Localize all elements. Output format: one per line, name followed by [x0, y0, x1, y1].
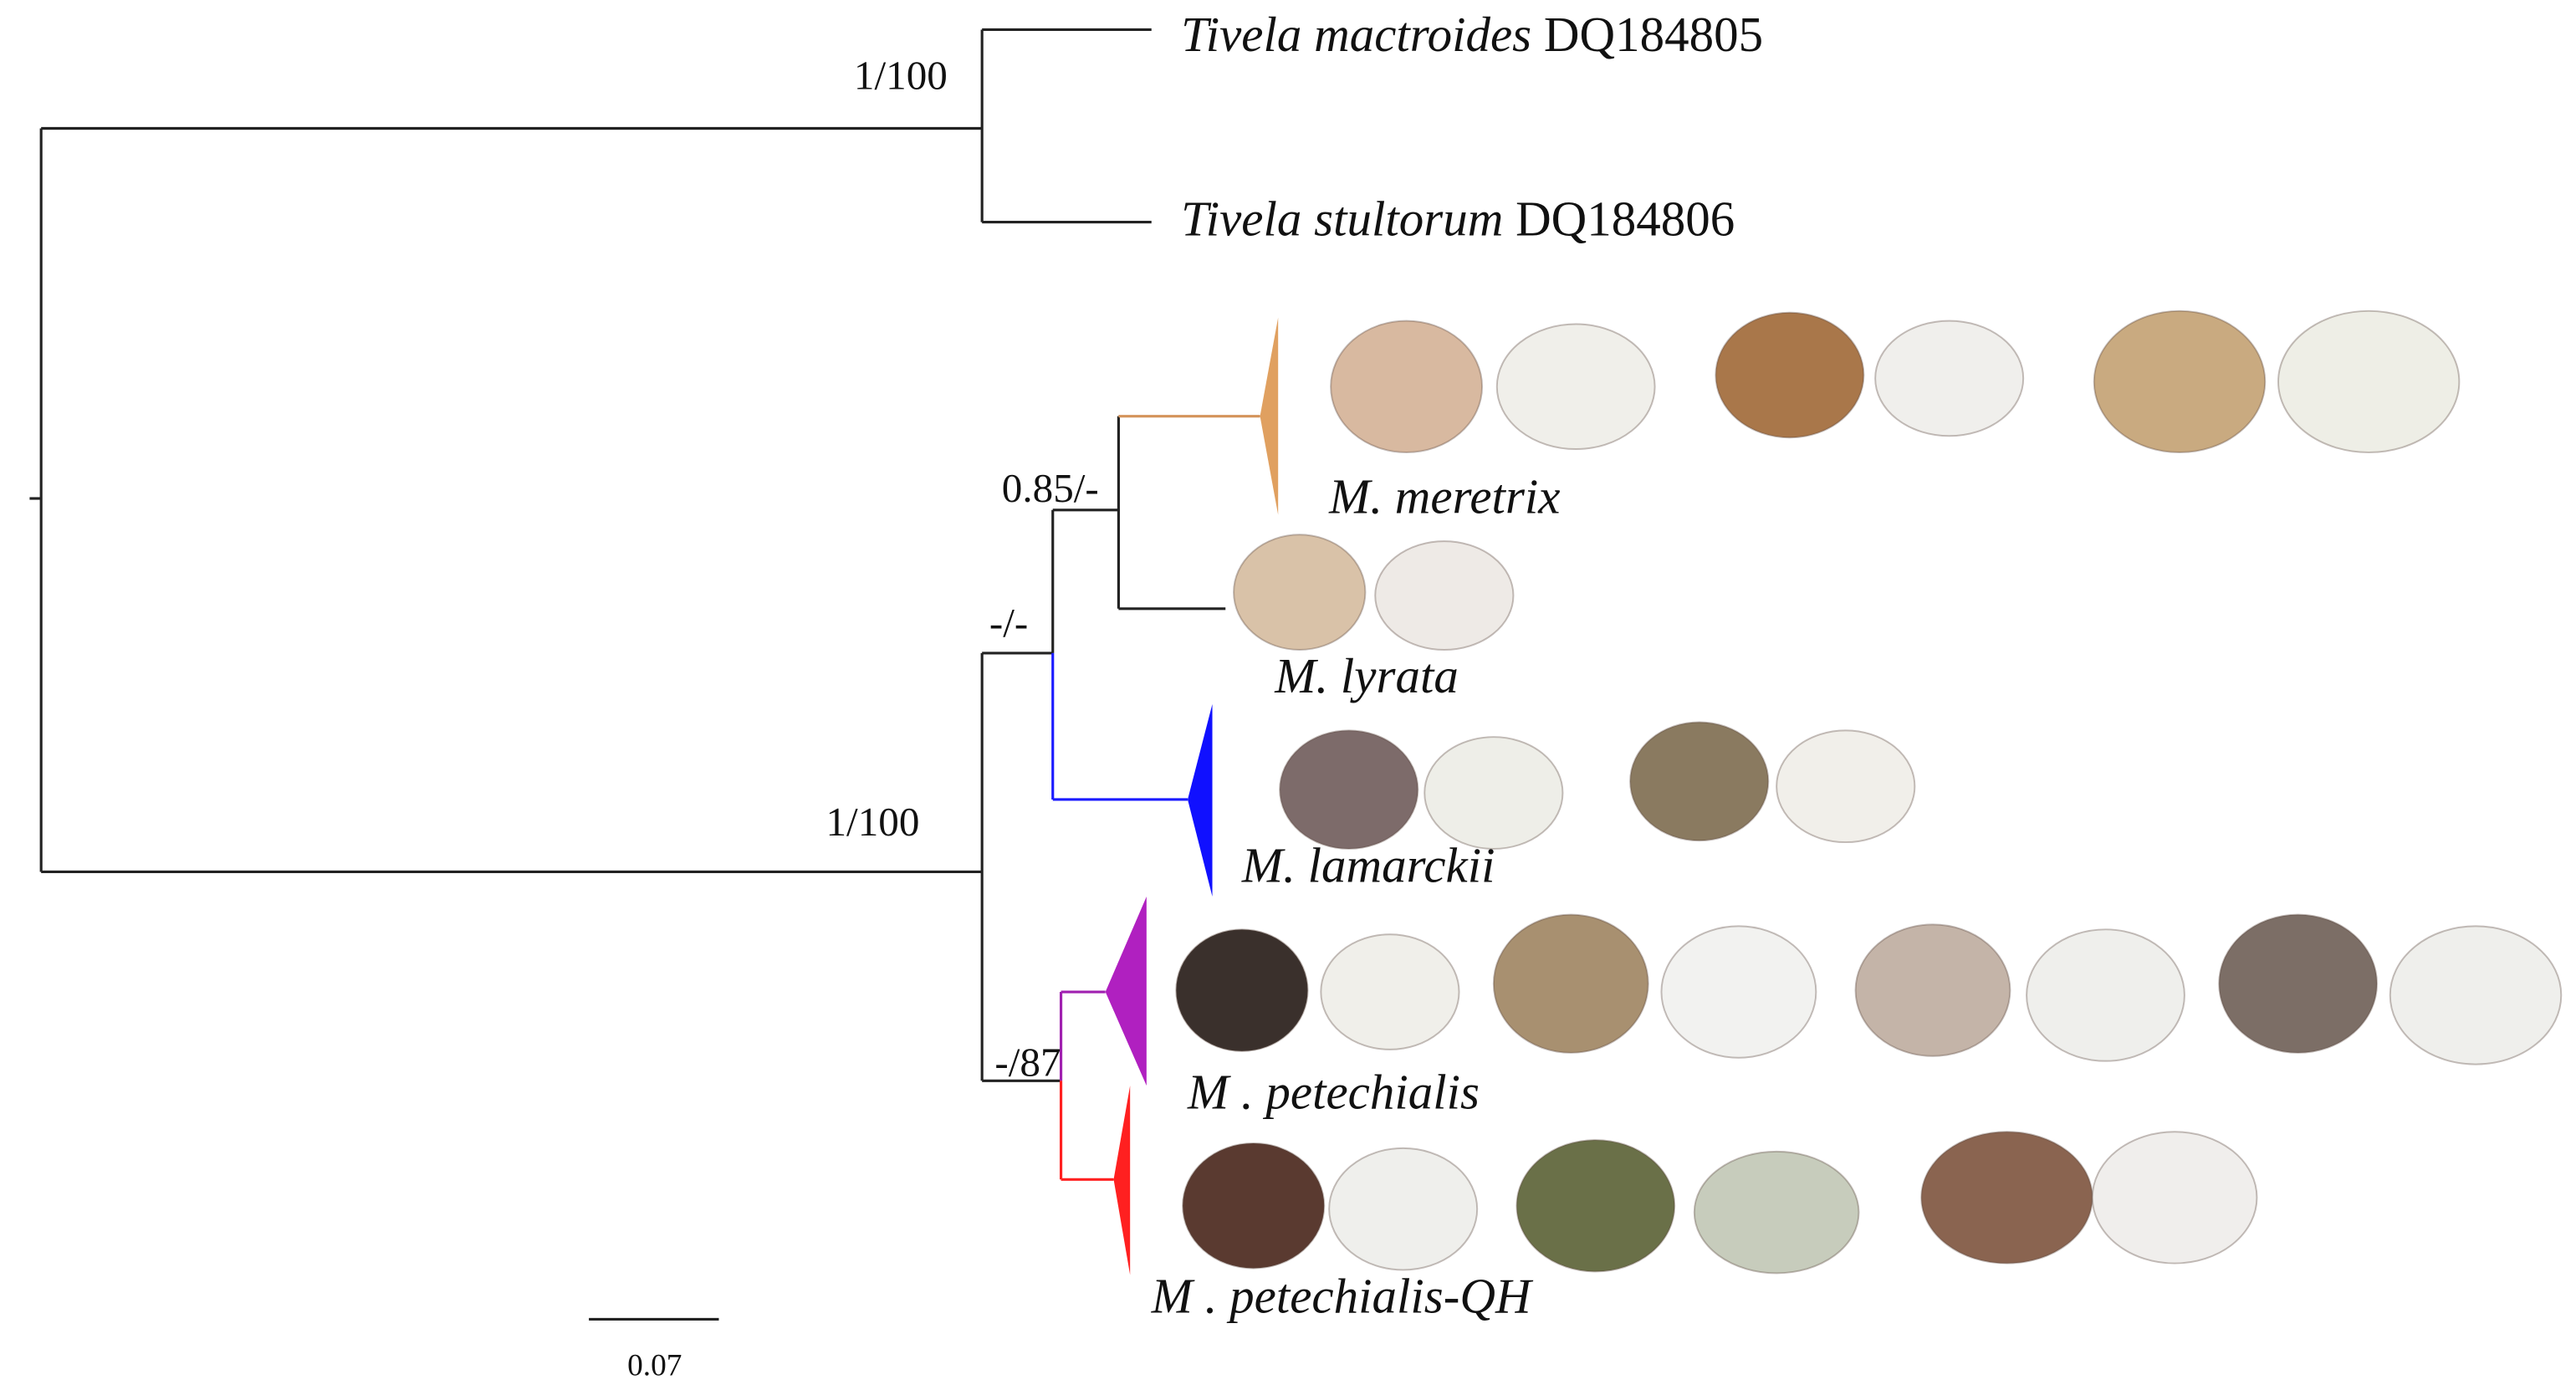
clade-triangle: [1105, 896, 1147, 1086]
shell: [2389, 925, 2563, 1065]
shell: [1182, 1142, 1326, 1270]
shell: [1492, 913, 1649, 1054]
clade-label: M . petechialis: [1187, 1065, 1480, 1120]
shell: [1495, 323, 1656, 450]
clade-label: M . petechialis-QH: [1151, 1269, 1534, 1324]
shell: [1693, 1150, 1860, 1275]
shell: [2026, 928, 2185, 1062]
shell: [1279, 729, 1419, 850]
accession: DQ184806: [1515, 191, 1735, 246]
clade-triangle: [1113, 1086, 1131, 1275]
shell: [1515, 1139, 1676, 1273]
support-value: 1/100: [854, 52, 948, 98]
shell: [1660, 925, 1817, 1059]
clade-label: M. lamarckii: [1241, 837, 1495, 892]
shell: [1715, 311, 1865, 439]
support-value: -/-: [989, 600, 1028, 646]
scale-bar-label: 0.07: [627, 1348, 682, 1382]
shell: [1629, 721, 1770, 842]
leaf-label: Tivela mactroides DQ184805: [1181, 7, 1763, 62]
shell: [1328, 1147, 1479, 1271]
shell: [1330, 319, 1484, 453]
clade-triangle: [1260, 317, 1279, 515]
shell: [1776, 729, 1916, 844]
clade-label: M. lyrata: [1274, 648, 1459, 703]
support-value: -/87: [994, 1039, 1061, 1085]
shell: [1854, 923, 2011, 1057]
shell: [1320, 933, 1460, 1050]
shell: [1175, 928, 1309, 1052]
accession: DQ184805: [1544, 7, 1763, 62]
leaf-label: Tivela stultorum DQ184806: [1181, 191, 1735, 246]
shell-photos: [1175, 309, 2563, 1275]
support-value: 0.85/-: [1002, 465, 1099, 511]
shell: [2218, 913, 2379, 1054]
shell: [1374, 540, 1515, 651]
shell: [2277, 309, 2461, 453]
branches: [29, 28, 1260, 1181]
support-value: 1/100: [825, 799, 919, 845]
shell: [1874, 319, 2025, 437]
species: Tivela stultorum: [1181, 191, 1503, 246]
shell: [1920, 1131, 2093, 1265]
collapsed-clades: [1105, 317, 1279, 1275]
shell: [2093, 309, 2267, 453]
clade-triangle: [1188, 703, 1213, 897]
shell: [1423, 736, 1564, 850]
shell: [1233, 534, 1367, 651]
shell: [2091, 1131, 2258, 1265]
clade-label: M. meretrix: [1328, 469, 1560, 524]
species: Tivela mactroides: [1181, 7, 1531, 62]
